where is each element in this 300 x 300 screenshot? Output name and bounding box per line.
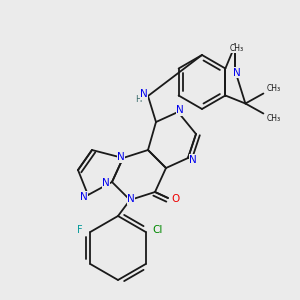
- Text: N: N: [117, 152, 125, 162]
- Text: CH₃: CH₃: [266, 114, 280, 123]
- Text: N: N: [189, 155, 197, 165]
- Text: N: N: [232, 68, 240, 77]
- Text: CH₃: CH₃: [229, 44, 243, 53]
- Text: Cl: Cl: [152, 225, 163, 235]
- Text: N: N: [140, 89, 148, 99]
- Text: N: N: [176, 105, 184, 115]
- Text: CH₃: CH₃: [266, 84, 280, 93]
- Text: N: N: [102, 178, 110, 188]
- Text: F: F: [77, 225, 83, 235]
- Text: N: N: [80, 192, 88, 202]
- Text: N: N: [127, 194, 135, 204]
- Text: H: H: [135, 94, 141, 103]
- Text: O: O: [172, 194, 180, 204]
